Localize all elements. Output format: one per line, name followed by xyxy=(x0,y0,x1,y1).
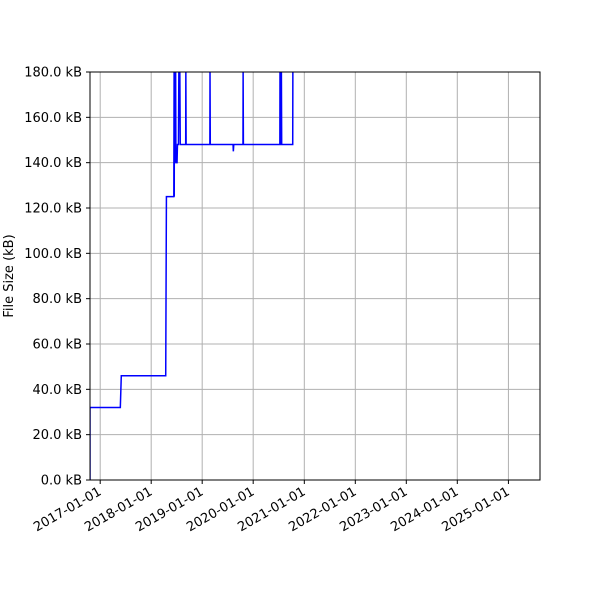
y-tick-label: 60.0 kB xyxy=(32,338,82,353)
y-axis: 0.0 kB 20.0 kB 40.0 kB 60.0 kB 80.0 kB 100.0 … xyxy=(24,66,90,489)
y-tick-label: 180.0 kB xyxy=(24,66,82,81)
y-tick-label: 40.0 kB xyxy=(32,383,82,398)
y-tick-label: 120.0 kB xyxy=(24,202,82,217)
y-tick-label: 20.0 kB xyxy=(32,428,82,443)
y-tick-label: 140.0 kB xyxy=(24,156,82,171)
y-tick-label: 160.0 kB xyxy=(24,111,82,126)
series-line-file-size xyxy=(90,72,294,480)
y-tick-label: 0.0 kB xyxy=(41,474,82,489)
y-axis-label: File Size (kB) xyxy=(2,234,17,317)
y-tick-label: 80.0 kB xyxy=(32,292,82,307)
y-tick-label: 100.0 kB xyxy=(24,247,82,262)
plot-frame xyxy=(89,71,541,481)
